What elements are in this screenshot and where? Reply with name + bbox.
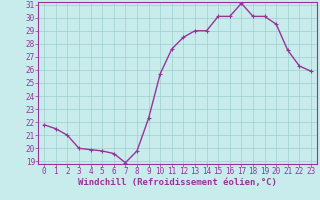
X-axis label: Windchill (Refroidissement éolien,°C): Windchill (Refroidissement éolien,°C) (78, 178, 277, 187)
